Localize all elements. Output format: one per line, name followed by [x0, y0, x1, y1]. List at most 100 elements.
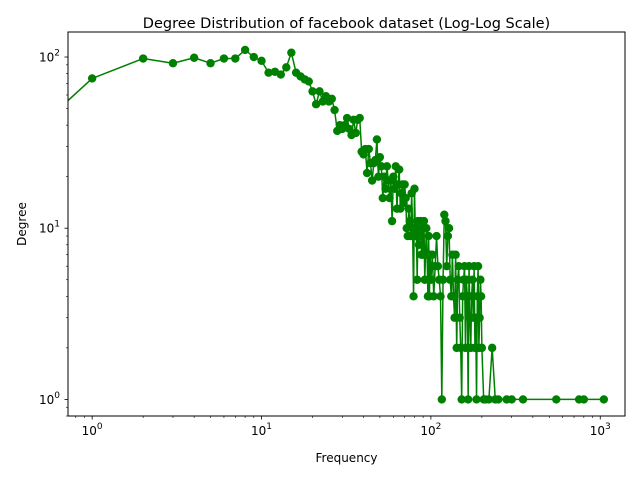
- data-point: [375, 152, 385, 162]
- data-point: [454, 261, 463, 271]
- y-tick-label: 100: [39, 391, 60, 407]
- data-point: [444, 224, 454, 233]
- data-point: [138, 54, 148, 63]
- data-point: [518, 395, 528, 404]
- data-point: [477, 343, 487, 353]
- data-point: [422, 224, 431, 233]
- data-point: [437, 395, 447, 404]
- data-point: [419, 216, 429, 226]
- data-point: [453, 275, 462, 284]
- data-point: [494, 395, 503, 404]
- data-point: [462, 275, 471, 284]
- data-point: [441, 216, 450, 226]
- data-point: [404, 204, 413, 213]
- y-axis-title: Degree: [15, 202, 29, 246]
- plot-area: [68, 45, 609, 404]
- data-point: [440, 210, 449, 219]
- data-point: [487, 343, 497, 353]
- data-point: [389, 172, 398, 181]
- data-point: [579, 395, 589, 404]
- data-point: [410, 184, 419, 193]
- data-point: [240, 45, 250, 55]
- data-point: [402, 224, 411, 233]
- data-point: [455, 313, 464, 322]
- data-point: [87, 74, 97, 83]
- data-point: [374, 172, 383, 181]
- data-point: [428, 250, 437, 259]
- data-point: [484, 395, 494, 404]
- data-point: [476, 292, 486, 301]
- data-point: [414, 240, 424, 249]
- data-point: [507, 395, 516, 404]
- data-point: [287, 48, 296, 57]
- chart-title: Degree Distribution of facebook dataset …: [143, 16, 550, 32]
- data-point: [401, 193, 410, 203]
- data-point: [395, 165, 404, 174]
- data-point: [381, 184, 390, 193]
- data-point: [420, 275, 429, 284]
- data-point: [219, 54, 229, 63]
- x-tick-label: 102: [420, 422, 441, 438]
- data-point: [315, 87, 324, 96]
- data-point: [382, 162, 392, 171]
- data-point: [362, 168, 372, 178]
- axes-frame: [67, 31, 626, 417]
- data-point: [409, 292, 418, 301]
- x-tick-label: 100: [82, 422, 103, 438]
- data-point: [231, 54, 240, 63]
- data-point: [342, 113, 352, 123]
- data-point: [445, 275, 455, 284]
- data-point: [443, 231, 453, 241]
- data-point: [400, 180, 409, 189]
- data-point: [282, 63, 291, 72]
- data-point: [372, 135, 382, 144]
- data-point: [451, 250, 460, 259]
- data-point: [475, 313, 484, 322]
- data-point: [330, 105, 339, 115]
- data-point: [249, 52, 258, 62]
- data-point: [438, 275, 448, 284]
- data-point: [327, 94, 337, 104]
- y-tick-label: 101: [39, 220, 60, 236]
- data-point: [367, 176, 377, 185]
- data-point: [405, 216, 414, 226]
- data-point: [378, 193, 387, 203]
- data-point: [472, 395, 481, 404]
- data-point: [429, 292, 438, 301]
- data-point: [436, 292, 445, 301]
- data-point: [415, 231, 424, 241]
- data-point: [189, 53, 199, 62]
- data-point: [351, 128, 360, 138]
- data-point: [385, 193, 394, 203]
- data-point: [168, 59, 178, 68]
- data-point: [473, 261, 483, 271]
- x-tick-label: 101: [251, 422, 272, 438]
- data-point: [264, 68, 273, 77]
- data-point: [412, 275, 422, 284]
- axis-ticks: 100 101 102 103 100 101 102: [39, 49, 611, 438]
- data-point: [412, 224, 421, 233]
- data-point: [387, 216, 397, 226]
- data-point: [426, 275, 436, 284]
- data-point: [599, 395, 609, 404]
- data-point: [257, 56, 266, 66]
- data-point: [442, 261, 451, 271]
- data-point: [364, 144, 374, 154]
- data-point: [463, 395, 473, 404]
- data-point: [433, 261, 443, 271]
- data-point: [468, 275, 477, 284]
- data-point: [311, 100, 321, 109]
- data-point: [552, 395, 561, 404]
- data-point: [449, 292, 458, 301]
- data-point: [304, 77, 313, 86]
- data-point: [206, 59, 215, 68]
- data-point: [476, 275, 485, 284]
- y-tick-label: 102: [39, 49, 60, 65]
- x-axis-title: Frequency: [316, 451, 378, 465]
- data-point: [424, 231, 433, 241]
- data-point: [276, 70, 286, 79]
- data-point: [308, 87, 317, 96]
- data-point: [432, 231, 441, 241]
